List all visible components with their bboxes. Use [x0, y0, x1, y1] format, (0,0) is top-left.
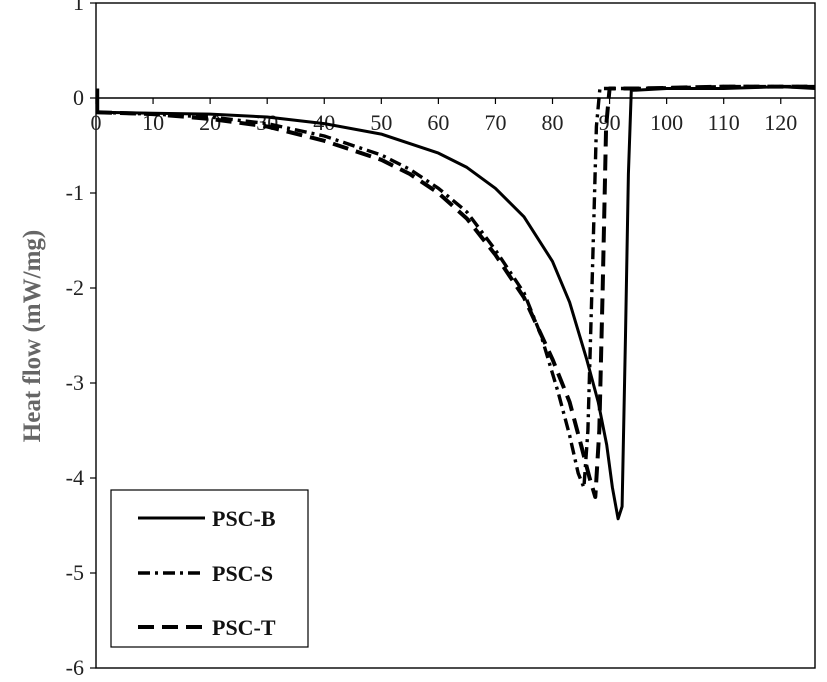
- series-line-psc-t: [95, 84, 815, 499]
- series-line-psc-s: [95, 84, 815, 490]
- legend-label-psc-t: PSC-T: [212, 615, 276, 640]
- y-tick-label: -6: [66, 655, 84, 680]
- y-tick-label: 1: [73, 0, 84, 15]
- y-tick-label: 0: [73, 85, 84, 110]
- legend-box: [110, 489, 309, 648]
- y-tick-label: -2: [66, 275, 84, 300]
- y-tick-label: -5: [66, 560, 84, 585]
- x-tick-label: 60: [427, 110, 449, 135]
- y-axis-title: Heat flow (mW/mg): [19, 230, 46, 442]
- x-tick-label: 30: [256, 110, 278, 135]
- y-tick-label: -1: [66, 180, 84, 205]
- x-tick-label: 50: [370, 110, 392, 135]
- legend-label-psc-s: PSC-S: [212, 561, 273, 586]
- x-tick-label: 0: [91, 110, 102, 135]
- x-tick-label: 100: [650, 110, 683, 135]
- x-tick-label: 90: [599, 110, 621, 135]
- x-tick-label: 80: [542, 110, 564, 135]
- y-tick-label: -4: [66, 465, 84, 490]
- legend: PSC-B PSC-S PSC-T: [110, 489, 309, 648]
- y-axis: 1 0 -1 -2 -3 -4 -5 -6: [66, 0, 96, 680]
- y-tick-label: -3: [66, 370, 84, 395]
- x-tick-label: 70: [484, 110, 506, 135]
- series-layer: [95, 84, 816, 521]
- x-tick-label: 120: [764, 110, 797, 135]
- plot-frame: [95, 2, 816, 669]
- legend-label-psc-b: PSC-B: [212, 506, 276, 531]
- x-tick-label: 110: [708, 110, 740, 135]
- series-line-psc-b: [95, 85, 816, 521]
